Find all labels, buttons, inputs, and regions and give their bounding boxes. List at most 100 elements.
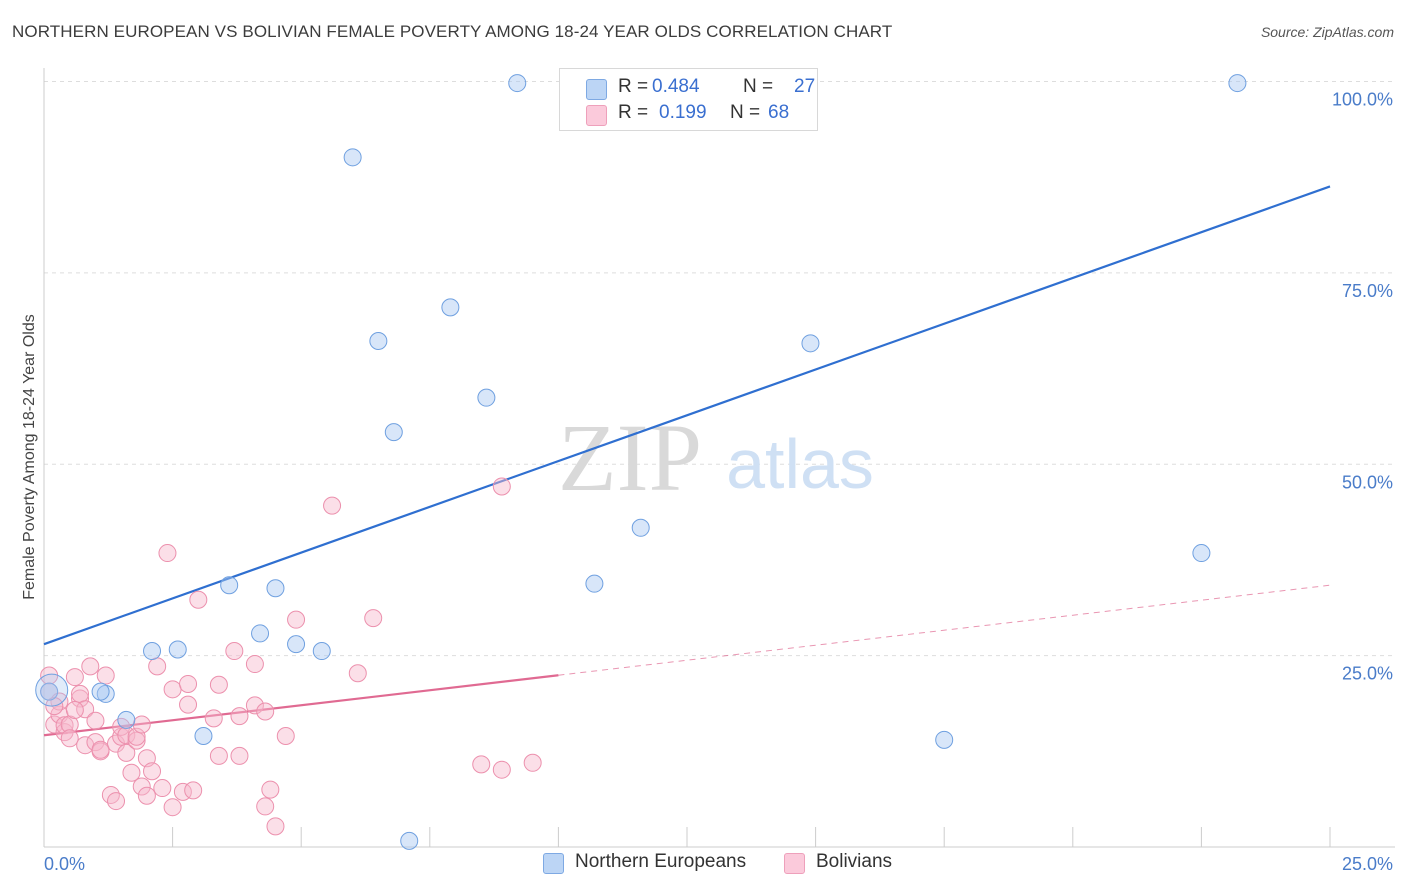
bolivian-point [132, 715, 151, 734]
bolivian-point [261, 780, 280, 799]
northern-european-point [935, 730, 954, 749]
y-axis-label: Female Poverty Among 18-24 Year Olds [21, 314, 38, 600]
northern-european-point [40, 682, 59, 701]
y-tick-label: 50.0% [1342, 472, 1393, 492]
legend-n-value: 68 [768, 102, 790, 123]
bolivian-point [132, 777, 151, 796]
bolivian-point [91, 740, 110, 759]
northern-european-point [1192, 544, 1211, 563]
y-tick-label: 75.0% [1342, 281, 1393, 301]
legend-n-label: N = [743, 76, 774, 97]
bolivian-point [117, 743, 136, 762]
legend-n-label: N = [730, 102, 761, 123]
northern-european-point [266, 579, 285, 598]
axes [43, 68, 1395, 848]
bolivian-point [45, 715, 64, 734]
bolivian-point [184, 781, 203, 800]
northern-european-point [35, 673, 69, 707]
legend-r-value: 0.199 [659, 102, 707, 123]
bolivian-point [163, 798, 182, 817]
watermark-atlas: atlas [726, 425, 874, 503]
northern-european-point [384, 423, 403, 442]
bolivian-point [472, 755, 491, 774]
northern-european-point [508, 74, 527, 93]
bolivian-point [60, 715, 79, 734]
bolivian-point [492, 760, 511, 779]
bolivian-point [245, 696, 264, 715]
bolivian-point [256, 702, 275, 721]
bolivian-point [179, 674, 198, 693]
legend-r-label: R = [618, 76, 649, 97]
bolivian-point [71, 689, 90, 708]
northern-european-point [287, 635, 306, 654]
bolivian-point [60, 729, 79, 748]
bolivian-point [364, 609, 383, 628]
x-tick-label: 25.0% [1342, 854, 1393, 874]
bolivian-point [137, 786, 156, 805]
trend-line-northern-europeans [43, 185, 1331, 646]
bottom-legend-swatch-pink [784, 853, 805, 874]
northern-european-point [441, 298, 460, 317]
bolivian-point [107, 792, 126, 811]
northern-european-point [369, 332, 388, 351]
northern-european-point [400, 831, 419, 850]
legend-swatch-pink [586, 105, 607, 126]
bolivian-point [276, 727, 295, 746]
bottom-legend-swatch-blue [543, 853, 564, 874]
bolivian-point [209, 746, 228, 765]
northern-european-point [631, 518, 650, 537]
northern-european-point [585, 574, 604, 593]
bolivian-point [143, 762, 162, 781]
legend-r-value: 0.484 [652, 76, 700, 97]
bolivian-point [204, 709, 223, 728]
watermark-zip: ZIP [558, 404, 702, 511]
bolivian-point [163, 680, 182, 699]
northern-european-point [117, 710, 136, 729]
bottom-legend-label: Bolivians [816, 851, 893, 872]
chart-title: NORTHERN EUROPEAN VS BOLIVIAN FEMALE POV… [12, 22, 893, 41]
bolivian-point [225, 642, 244, 661]
legend-n-value: 27 [794, 76, 816, 97]
northern-european-point [343, 148, 362, 167]
source-label: Source: ZipAtlas.com [1260, 24, 1394, 40]
bolivian-point [323, 496, 342, 515]
northern-european-point [220, 576, 239, 595]
legend-swatch-blue [586, 79, 607, 100]
bolivian-point [158, 544, 177, 563]
bolivian-point [256, 797, 275, 816]
bolivian-point [65, 668, 84, 687]
northern-european-point [168, 640, 187, 659]
northern-european-point [1228, 74, 1247, 93]
bolivian-point [245, 655, 264, 674]
northern-european-point [91, 682, 110, 701]
northern-european-point [477, 388, 496, 407]
bolivian-point [71, 684, 90, 703]
bolivian-point [523, 753, 542, 772]
bolivian-point [230, 707, 249, 726]
bolivian-point [230, 746, 249, 765]
bottom-legend-label: Northern Europeans [575, 851, 747, 872]
trend-line-extension-bolivians [558, 584, 1331, 676]
northern-european-point [312, 642, 331, 661]
bolivian-point [492, 477, 511, 496]
tick-labels: 25.0% 50.0% 75.0% 100.0% 0.0% 25.0% [44, 90, 1393, 874]
bolivian-point [101, 785, 120, 804]
bolivian-point [266, 817, 285, 836]
bolivian-point [189, 590, 208, 609]
bolivian-point [348, 664, 367, 683]
gridlines [44, 81, 1395, 657]
bolivian-point [96, 666, 115, 685]
bolivian-point [122, 763, 141, 782]
bolivian-point [209, 675, 228, 694]
northern-european-point [143, 642, 162, 661]
legend-r-label: R = [618, 102, 649, 123]
watermark: ZIP atlas [558, 404, 874, 511]
stats-legend: R = 0.484 N = 27 R = 0.199 N = 68 [559, 68, 818, 131]
bolivian-point [86, 711, 105, 730]
bolivian-point [76, 700, 95, 719]
bolivian-point [153, 779, 172, 798]
y-tick-label: 100.0% [1332, 90, 1393, 110]
bolivian-point [81, 657, 100, 676]
northern-european-point [251, 624, 270, 643]
